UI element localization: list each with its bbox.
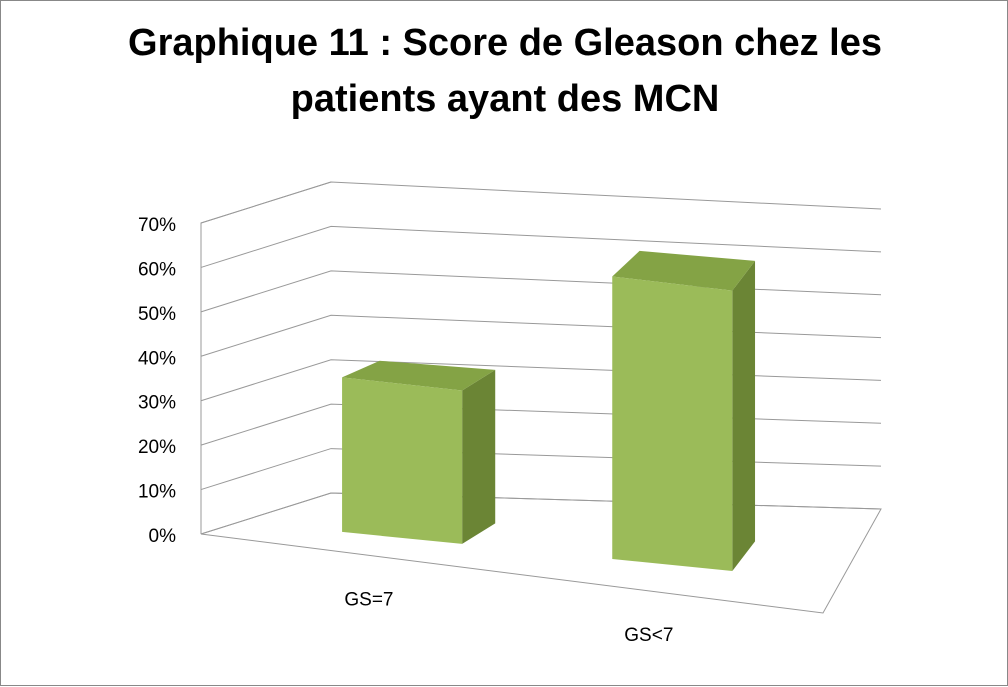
bar xyxy=(612,250,756,571)
grid-line xyxy=(200,359,882,402)
y-tick-label: 60% xyxy=(138,259,176,280)
bar xyxy=(342,360,496,544)
bar-side xyxy=(732,260,756,571)
y-tick-label: 40% xyxy=(138,348,176,369)
grid-line xyxy=(200,270,882,313)
grid-line xyxy=(200,181,882,224)
bar-front xyxy=(342,377,463,544)
bar-top xyxy=(342,360,496,391)
grid-line xyxy=(200,448,882,491)
floor xyxy=(200,492,882,614)
y-tick-label: 0% xyxy=(149,526,177,547)
y-tick-label: 70% xyxy=(138,215,176,236)
bar-top xyxy=(612,250,756,291)
y-tick-label: 20% xyxy=(138,437,176,458)
grid-line xyxy=(200,492,882,535)
x-tick-label: GS<7 xyxy=(624,625,673,646)
grid-line xyxy=(200,403,882,446)
y-tick-label: 30% xyxy=(138,393,176,414)
grid-line xyxy=(200,314,882,357)
x-tick-label: GS=7 xyxy=(344,589,393,610)
y-tick-label: 50% xyxy=(138,304,176,325)
bar-front xyxy=(612,276,733,571)
bar-side xyxy=(462,369,496,544)
y-tick-label: 10% xyxy=(138,482,176,503)
chart-title: Graphique 11 : Score de Gleason chez les… xyxy=(128,22,882,120)
left-wall-edge xyxy=(200,181,332,534)
grid-line xyxy=(200,225,882,268)
